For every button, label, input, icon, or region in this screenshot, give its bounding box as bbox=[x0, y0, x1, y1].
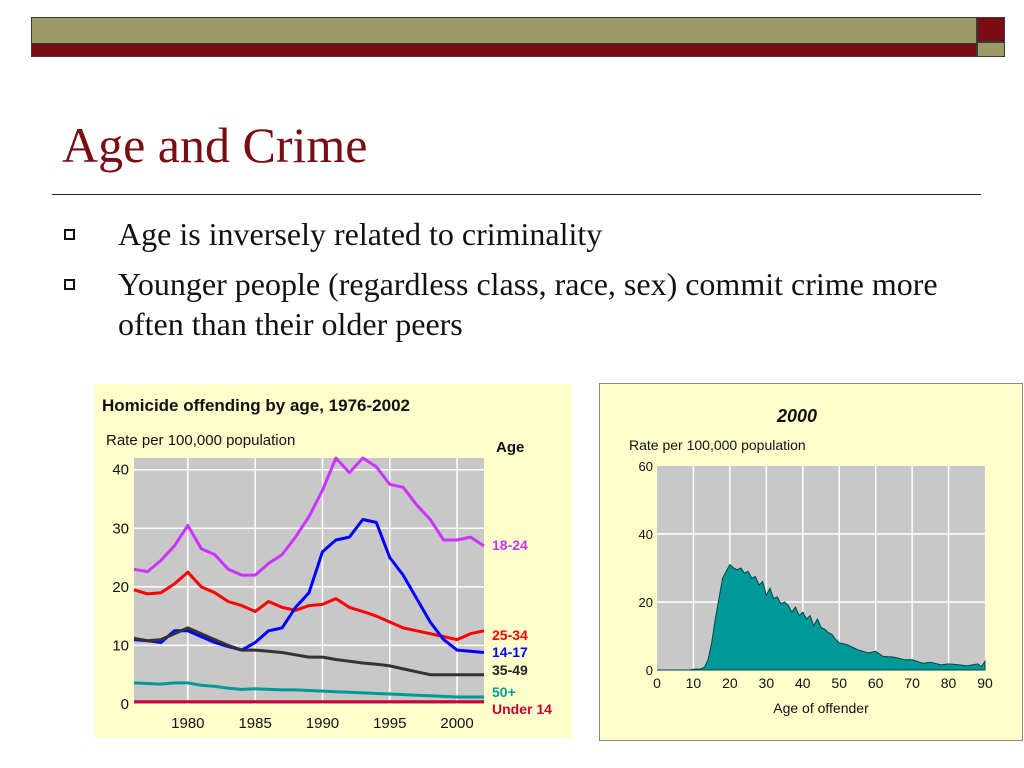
square-bullet-icon bbox=[64, 279, 75, 290]
corner-square-red bbox=[977, 17, 1005, 42]
chart2-y-tick: 60 bbox=[639, 459, 653, 474]
chart2-y-label: Rate per 100,000 population bbox=[629, 437, 806, 453]
header-bar bbox=[31, 17, 977, 57]
bullet-item: Younger people (regardless class, race, … bbox=[64, 264, 964, 344]
bullet-text: Younger people (regardless class, race, … bbox=[118, 266, 938, 342]
chart1-y-tick: 10 bbox=[112, 637, 129, 654]
chart2-x-tick: 80 bbox=[941, 675, 957, 691]
chart1-x-ticks: 1980 1985 1990 1995 2000 bbox=[171, 715, 474, 732]
chart2-x-ticks: 0 10 20 30 40 50 60 70 80 90 bbox=[653, 675, 993, 691]
title-divider bbox=[52, 194, 981, 195]
corner-square-olive bbox=[977, 42, 1005, 57]
chart2-x-tick: 10 bbox=[686, 675, 702, 691]
legend-label-18-24: 18-24 bbox=[492, 537, 528, 553]
chart2-x-tick: 60 bbox=[868, 675, 884, 691]
chart2-y-tick: 0 bbox=[646, 663, 653, 678]
bullet-list: Age is inversely related to criminality … bbox=[64, 214, 964, 354]
chart1-legend-title: Age bbox=[496, 439, 524, 456]
chart1-grid bbox=[134, 458, 484, 704]
legend-label-35-49: 35-49 bbox=[492, 662, 528, 678]
chart1-plot-area bbox=[134, 458, 484, 704]
chart2-x-label: Age of offender bbox=[773, 700, 869, 716]
chart2-x-tick: 90 bbox=[977, 675, 993, 691]
homicide-by-age-chart: Homicide offending by age, 1976-2002 Rat… bbox=[94, 384, 572, 738]
legend-label-50-plus: 50+ bbox=[492, 684, 516, 700]
series-line-50- bbox=[133, 681, 484, 699]
chart1-y-tick: 0 bbox=[121, 696, 129, 713]
header-bar-stripe bbox=[32, 18, 976, 44]
chart2-x-tick: 30 bbox=[759, 675, 775, 691]
chart2-title: 2000 bbox=[776, 406, 817, 426]
legend-label-under-14: Under 14 bbox=[492, 701, 552, 717]
slide-title: Age and Crime bbox=[62, 117, 368, 173]
series-line-18-24 bbox=[133, 456, 485, 577]
chart2-y-tick: 20 bbox=[639, 595, 653, 610]
chart1-y-tick: 40 bbox=[112, 462, 129, 479]
chart1-y-tick: 30 bbox=[112, 520, 129, 537]
chart2-y-ticks: 0 20 40 60 bbox=[639, 459, 653, 678]
chart2-x-tick: 20 bbox=[722, 675, 738, 691]
chart1-x-tick: 2000 bbox=[440, 715, 473, 732]
legend-label-14-17: 14-17 bbox=[492, 644, 528, 660]
chart2-x-tick: 50 bbox=[831, 675, 847, 691]
legend-label-25-34: 25-34 bbox=[492, 627, 528, 643]
chart2-x-tick: 40 bbox=[795, 675, 811, 691]
chart2-x-tick: 70 bbox=[904, 675, 920, 691]
bullet-text: Age is inversely related to criminality bbox=[118, 216, 603, 252]
chart1-x-tick: 1985 bbox=[238, 715, 271, 732]
chart1-y-ticks: 0 10 20 30 40 bbox=[112, 462, 129, 713]
chart1-title: Homicide offending by age, 1976-2002 bbox=[102, 396, 410, 415]
chart1-x-tick: 1990 bbox=[306, 715, 339, 732]
series-line-35-49 bbox=[133, 626, 484, 677]
series-line-25-34 bbox=[133, 570, 485, 642]
chart2-area bbox=[657, 563, 986, 671]
chart1-y-tick: 20 bbox=[112, 579, 129, 596]
chart1-x-tick: 1980 bbox=[171, 715, 204, 732]
bullet-item: Age is inversely related to criminality bbox=[64, 214, 964, 254]
chart2-x-tick: 0 bbox=[653, 675, 661, 691]
chart2-y-tick: 40 bbox=[639, 527, 653, 542]
chart1-y-label: Rate per 100,000 population bbox=[106, 432, 295, 449]
offending-by-age-2000-chart: 2000 Rate per 100,000 population 0 20 40… bbox=[599, 383, 1023, 741]
square-bullet-icon bbox=[64, 229, 75, 240]
chart1-series bbox=[133, 456, 485, 704]
chart1-x-tick: 1995 bbox=[373, 715, 406, 732]
chart1-legend: 18-24 25-34 14-17 35-49 50+ Under 14 bbox=[492, 537, 552, 717]
series-line-14-17 bbox=[133, 518, 485, 654]
